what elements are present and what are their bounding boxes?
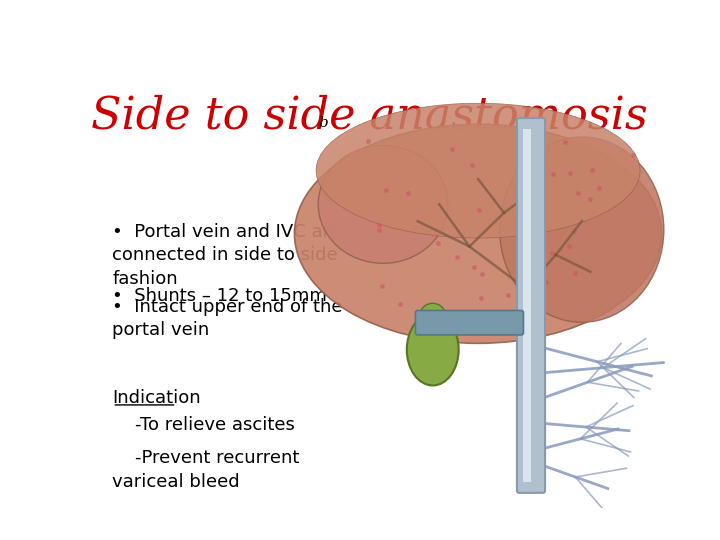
- Ellipse shape: [500, 137, 664, 322]
- Ellipse shape: [318, 145, 448, 264]
- FancyBboxPatch shape: [415, 310, 523, 335]
- Text: Side to side anastomosis: Side to side anastomosis: [91, 94, 647, 137]
- Text: •  Intact upper end of the
portal vein: • Intact upper end of the portal vein: [112, 298, 343, 339]
- Ellipse shape: [294, 124, 662, 343]
- Text: •  Portal vein and IVC are
connected in side to side
fashion: • Portal vein and IVC are connected in s…: [112, 223, 341, 288]
- Text: •  Shunts – 12 to 15mm: • Shunts – 12 to 15mm: [112, 287, 327, 305]
- FancyBboxPatch shape: [517, 118, 545, 493]
- Ellipse shape: [420, 303, 446, 328]
- Bar: [523, 129, 531, 482]
- Text: Indication: Indication: [112, 389, 201, 407]
- Text: b: b: [318, 116, 328, 130]
- Text: -To relieve ascites: -To relieve ascites: [112, 416, 295, 434]
- Ellipse shape: [407, 314, 459, 386]
- Ellipse shape: [316, 103, 640, 238]
- Text: -Prevent recurrent
variceal bleed: -Prevent recurrent variceal bleed: [112, 449, 300, 491]
